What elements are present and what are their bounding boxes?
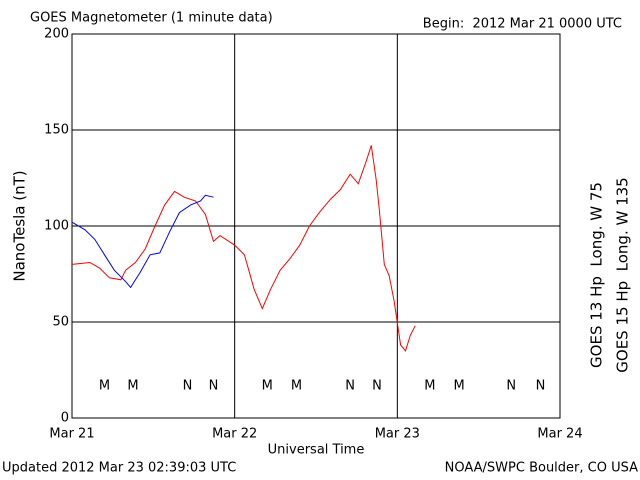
legend-entry: GOES 15 Hp Long. W 135 — [614, 177, 632, 372]
legend-entry: GOES 13 Hp Long. W 75 — [588, 182, 606, 368]
event-marker: M — [99, 379, 110, 394]
y-tick-label: 150 — [44, 123, 69, 138]
x-tick-label: Mar 23 — [375, 427, 420, 442]
x-tick-label: Mar 21 — [49, 427, 94, 442]
event-marker: N — [372, 379, 382, 394]
event-marker: M — [424, 379, 435, 394]
data-line — [71, 194, 214, 289]
event-marker: M — [262, 379, 273, 394]
chart-title: GOES Magnetometer (1 minute data) — [30, 11, 273, 26]
y-tick-label: 50 — [52, 315, 69, 330]
footer-credit: NOAA/SWPC Boulder, CO USA — [445, 461, 638, 476]
event-marker: N — [536, 379, 546, 394]
x-tick-label: Mar 22 — [212, 427, 257, 442]
event-marker: M — [454, 379, 465, 394]
begin-time: Begin: 2012 Mar 21 0000 UTC — [423, 17, 622, 32]
event-marker: N — [345, 379, 355, 394]
event-marker: N — [506, 379, 516, 394]
y-tick-label: 200 — [44, 27, 69, 42]
y-tick-label: 0 — [61, 411, 69, 426]
event-marker: N — [209, 379, 219, 394]
data-line — [71, 145, 416, 352]
y-axis-label: NanoTesla (nT) — [11, 170, 29, 281]
x-axis-label: Universal Time — [268, 443, 365, 458]
footer-updated: Updated 2012 Mar 23 02:39:03 UTC — [2, 461, 236, 476]
event-marker: M — [291, 379, 302, 394]
event-marker: M — [127, 379, 138, 394]
x-tick-label: Mar 24 — [537, 427, 582, 442]
y-tick-label: 100 — [44, 219, 69, 234]
event-marker: N — [183, 379, 193, 394]
